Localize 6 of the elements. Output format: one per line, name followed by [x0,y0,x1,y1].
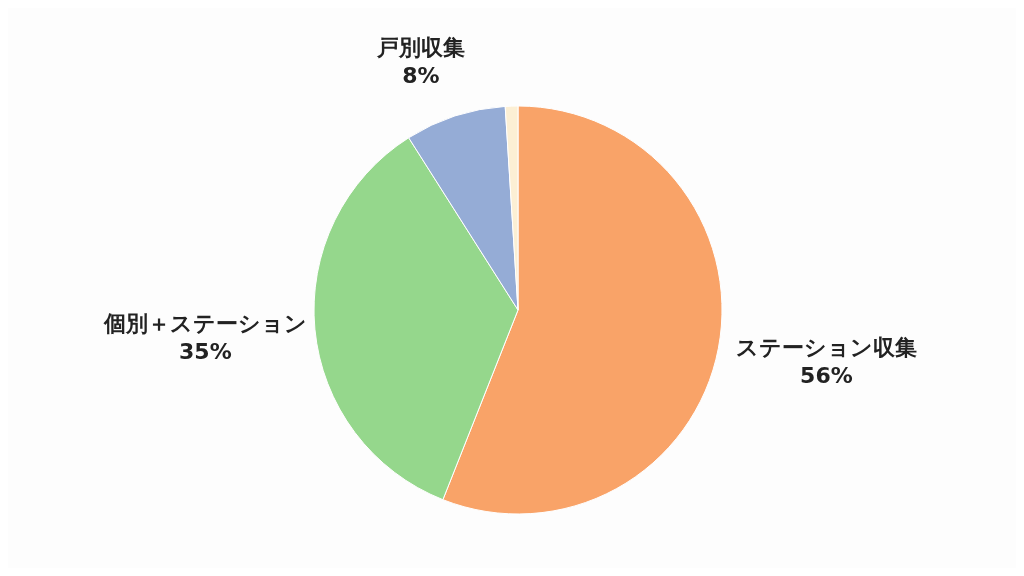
data-label: 56% [800,363,853,389]
slice-label: ステーション収集 [735,335,917,361]
data-label: 8% [402,62,440,88]
slice-label: 個別＋ステーション [102,310,307,336]
slice-label: 戸別収集 [375,34,465,60]
data-label: 35% [179,338,232,364]
